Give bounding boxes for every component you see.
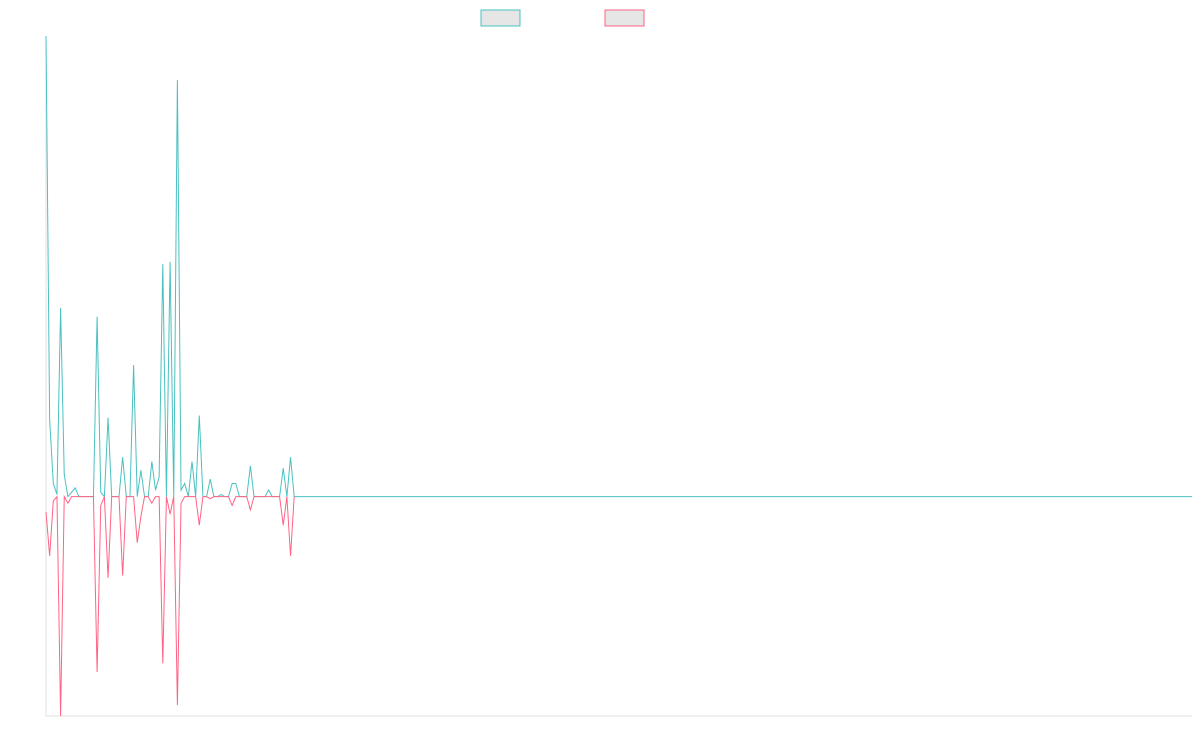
legend-swatch bbox=[604, 9, 645, 27]
series-line bbox=[45, 35, 1192, 498]
series-line bbox=[45, 494, 295, 717]
legend-swatch bbox=[480, 9, 521, 27]
